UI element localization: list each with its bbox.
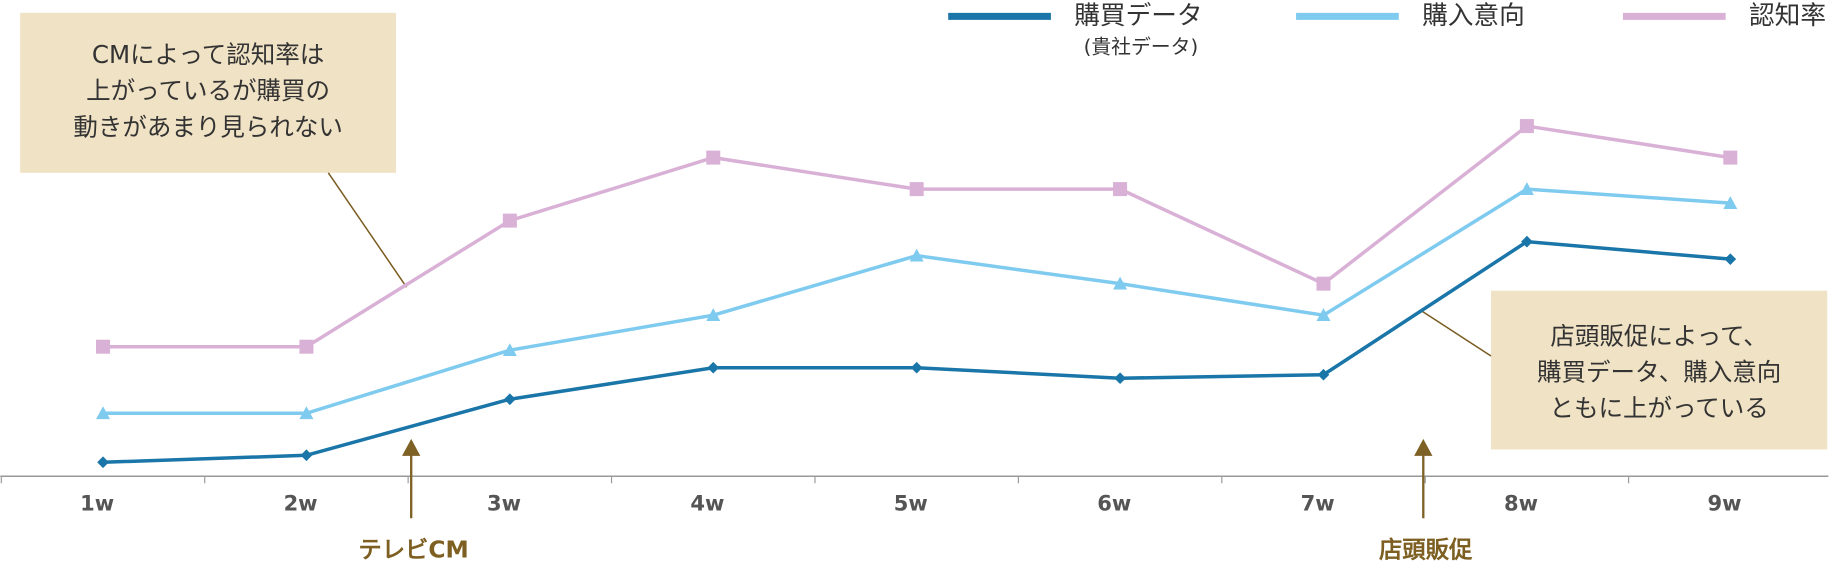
point — [1724, 253, 1737, 265]
event-arrows — [402, 438, 1433, 519]
x-tick-label: 2w — [284, 490, 318, 515]
plot-area — [0, 119, 1829, 484]
legend-label: 購買データ — [1074, 1, 1202, 31]
x-tick-label: 7w — [1301, 490, 1335, 515]
point — [504, 393, 516, 406]
point — [96, 339, 111, 354]
x-tick-label: 8w — [1504, 490, 1538, 515]
arrowhead — [1414, 438, 1433, 456]
point — [1519, 182, 1534, 195]
x-tick-label: 6w — [1097, 490, 1131, 515]
x-tick-label: 1w — [80, 490, 114, 515]
point — [1723, 196, 1738, 209]
point — [1113, 182, 1128, 197]
x-tick-label: 5w — [894, 490, 928, 515]
callout-text: 動きがあまり見られない — [73, 112, 343, 141]
point — [1114, 372, 1126, 385]
event-label: テレビCM — [358, 535, 468, 563]
point — [1316, 308, 1331, 322]
point — [909, 182, 924, 197]
leader-line — [1420, 309, 1492, 357]
event-label: 店頭販促 — [1379, 535, 1473, 563]
series-line — [103, 187, 1731, 415]
point — [300, 449, 313, 462]
series-line — [102, 239, 1731, 465]
point — [502, 343, 517, 357]
point — [909, 248, 924, 262]
callout-text: 購買データ、購入意向 — [1537, 358, 1781, 387]
point — [96, 406, 111, 420]
point — [299, 339, 314, 354]
legend-label: 認知率 — [1749, 1, 1826, 31]
point — [1519, 119, 1534, 134]
point — [910, 361, 923, 374]
point — [1723, 150, 1738, 165]
point — [706, 308, 721, 322]
x-tick-label: 9w — [1707, 490, 1741, 515]
callout-text: 店頭販促によって、 — [1550, 321, 1767, 350]
callout-box — [20, 12, 397, 173]
leader-line — [327, 172, 408, 288]
callout-text: ともに上がっている — [1549, 394, 1768, 423]
point — [707, 361, 720, 374]
legend-note: (貴社データ) — [1084, 35, 1199, 58]
point — [1113, 276, 1128, 290]
point — [97, 456, 109, 469]
x-tick-label: 4w — [690, 490, 724, 515]
point — [502, 213, 517, 228]
legend-label: 購入意向 — [1422, 1, 1525, 31]
arrowhead — [402, 438, 421, 456]
callout-text: CMによって認知率は — [92, 40, 324, 69]
callout-text: 上がっているが購買の — [86, 76, 330, 105]
point — [706, 150, 721, 165]
x-tick-label: 3w — [487, 490, 521, 515]
callout-box — [1491, 290, 1828, 450]
point — [299, 406, 314, 420]
point — [1316, 276, 1331, 291]
